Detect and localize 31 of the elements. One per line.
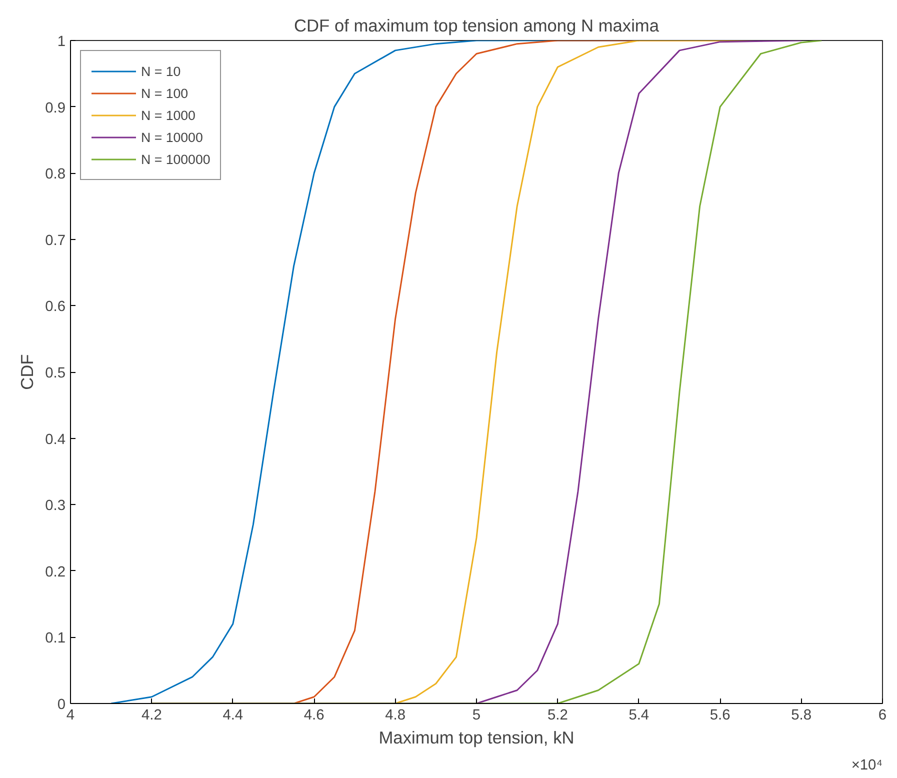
x-tick-label: 5.8 [791,708,812,724]
x-tick-label: 4 [66,708,75,724]
y-tick-label: 0.3 [45,498,66,514]
y-tick-label: 1 [57,34,66,50]
x-tick-label: 5.2 [548,708,568,724]
legend-label: N = 1000 [141,108,196,122]
y-tick-label: 0.8 [45,166,66,183]
x-tick-label: 4.4 [222,708,244,724]
x-tick-label: 4.2 [142,708,162,724]
y-tick-label: 0.5 [45,366,66,382]
x-tick-label: 4.8 [385,708,406,724]
y-tick-label: 0.2 [45,564,66,580]
chart-title: CDF of maximum top tension among N maxima [294,16,660,36]
legend-label: N = 10 [141,64,181,78]
x-tick-label: 5 [472,708,481,724]
y-axis-title: CDF [17,354,38,390]
y-tick-label: 0 [57,697,66,713]
y-tick-label: 0.4 [45,432,66,448]
x-tick-label: 5.4 [628,708,650,724]
y-tick-label: 0.7 [45,232,66,249]
y-tick-label: 0.9 [45,100,66,116]
legend-label: N = 100 [141,86,188,100]
legend-label: N = 100000 [141,152,210,166]
x-tick-label: 5.6 [710,708,730,724]
x-tick-label: 4.6 [304,708,324,724]
legend-label: N = 10000 [141,130,203,144]
text: ×10⁴ [851,758,883,774]
y-tick-label: 0.6 [45,299,66,316]
x-axis-title: Maximum top tension, kN [378,728,574,748]
x-tick-label: 6 [878,708,887,724]
y-tick-label: 0.1 [45,630,66,647]
